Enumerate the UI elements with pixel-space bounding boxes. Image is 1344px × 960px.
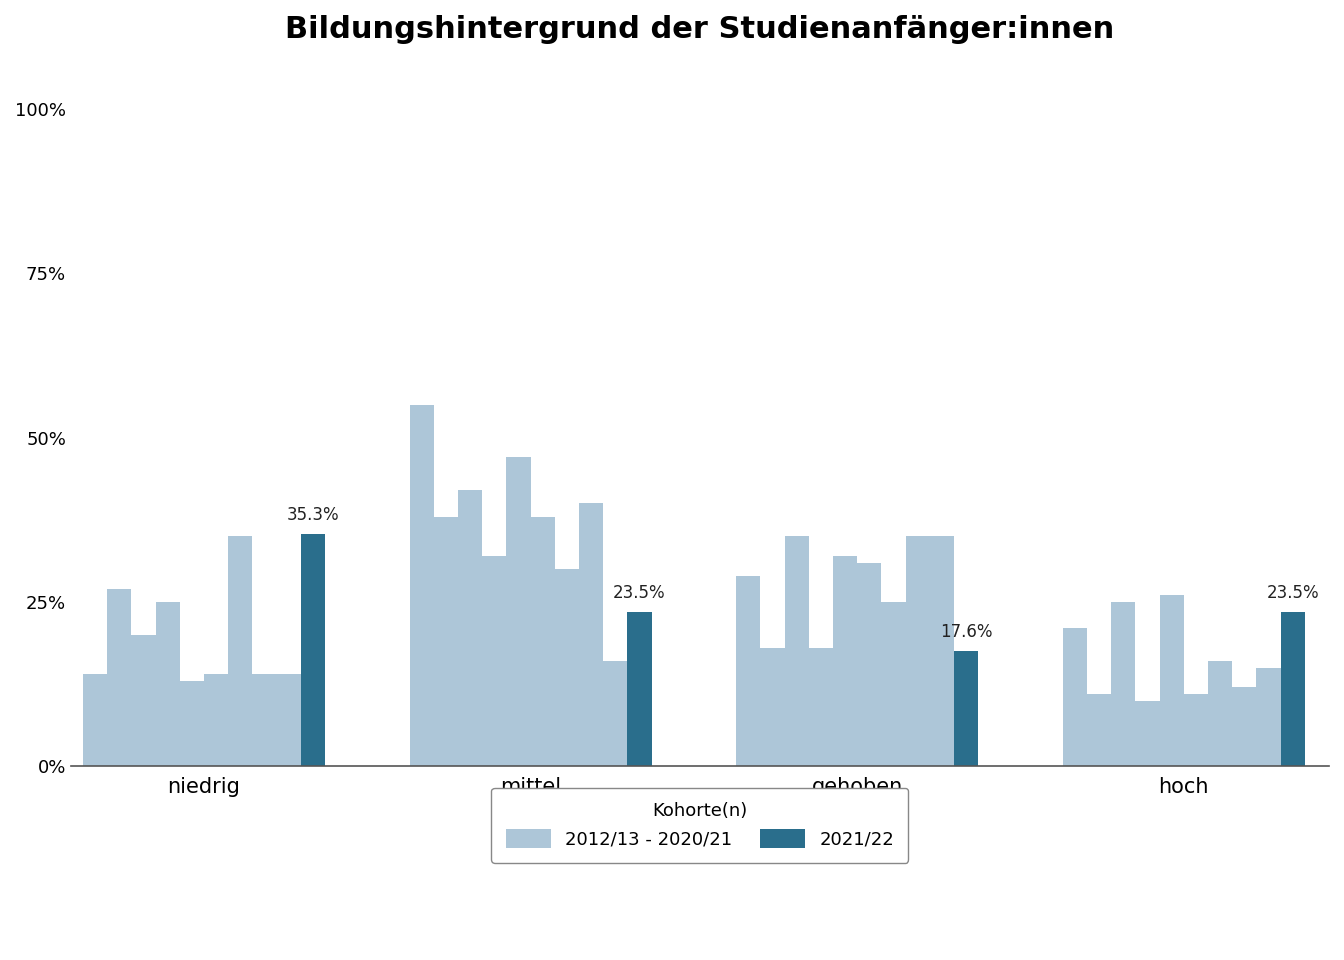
Bar [507, 457, 531, 766]
Bar [156, 602, 180, 766]
Bar [1136, 701, 1160, 766]
Bar [1257, 668, 1281, 766]
Bar [857, 563, 882, 766]
Bar [761, 648, 785, 766]
Bar [434, 516, 458, 766]
Bar [1281, 612, 1305, 766]
Bar [785, 537, 809, 766]
Text: 17.6%: 17.6% [939, 623, 992, 640]
Bar [410, 405, 434, 766]
Text: 23.5%: 23.5% [613, 584, 665, 602]
Bar [1111, 602, 1136, 766]
Bar [1160, 595, 1184, 766]
Bar [277, 674, 301, 766]
Bar [579, 503, 603, 766]
Bar [1208, 661, 1232, 766]
Bar [1087, 694, 1111, 766]
Bar [954, 651, 978, 766]
Bar [253, 674, 277, 766]
Bar [1232, 687, 1257, 766]
Bar [628, 612, 652, 766]
Bar [83, 674, 108, 766]
Bar [833, 556, 857, 766]
Bar [301, 535, 325, 766]
Bar [482, 556, 507, 766]
Bar [1184, 694, 1208, 766]
Bar [531, 516, 555, 766]
Bar [204, 674, 228, 766]
Bar [228, 537, 253, 766]
Bar [132, 635, 156, 766]
Text: 23.5%: 23.5% [1266, 584, 1318, 602]
Bar [555, 569, 579, 766]
Bar [882, 602, 906, 766]
Text: 35.3%: 35.3% [286, 507, 339, 524]
Title: Bildungshintergrund der Studienanfänger:innen: Bildungshintergrund der Studienanfänger:… [285, 15, 1114, 44]
Bar [930, 537, 954, 766]
Bar [809, 648, 833, 766]
Bar [458, 491, 482, 766]
Bar [737, 576, 761, 766]
Bar [180, 681, 204, 766]
Legend: 2012/13 - 2020/21, 2021/22: 2012/13 - 2020/21, 2021/22 [492, 787, 909, 863]
Bar [603, 661, 628, 766]
Bar [906, 537, 930, 766]
Bar [108, 588, 132, 766]
Bar [1063, 628, 1087, 766]
